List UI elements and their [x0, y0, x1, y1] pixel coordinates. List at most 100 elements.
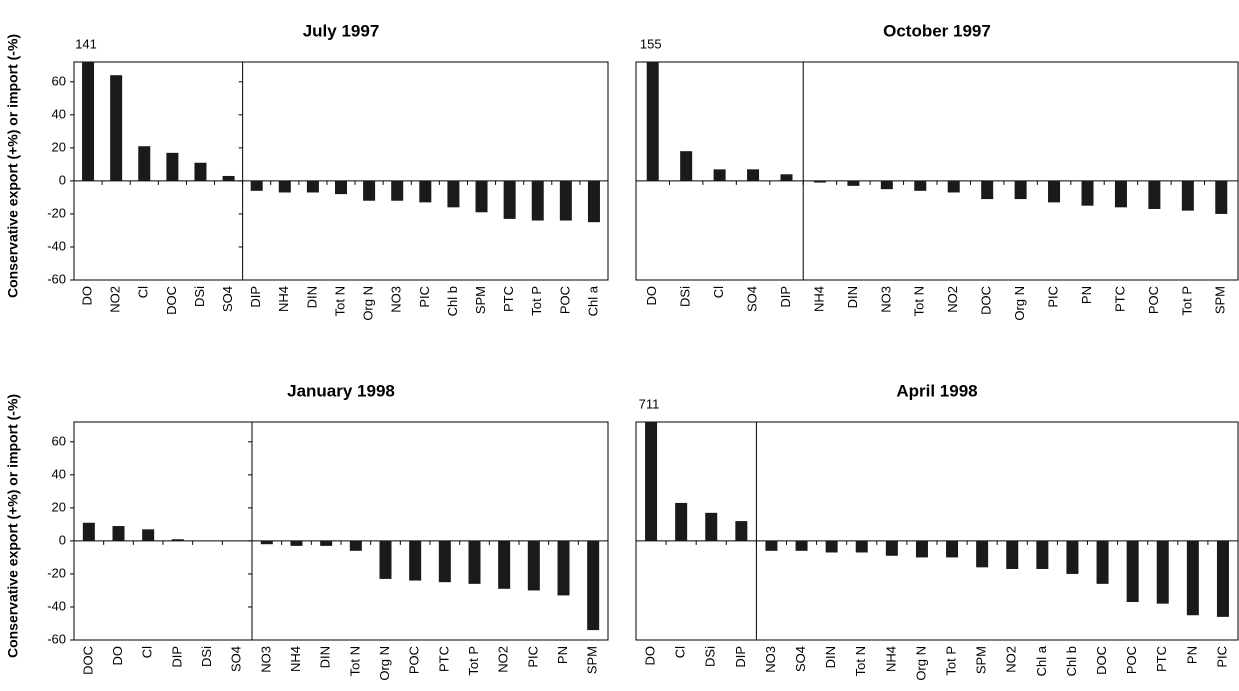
x-tick-label: NO2	[945, 286, 960, 313]
x-tick-label: PTC	[436, 646, 451, 672]
x-tick-label: DOC	[80, 646, 95, 675]
x-tick-label: POC	[557, 286, 572, 314]
bar	[166, 152, 179, 181]
y-tick-label: 60	[52, 433, 66, 448]
bar	[1148, 180, 1161, 209]
x-tick-label: Tot N	[332, 286, 347, 316]
chart-title: April 1998	[896, 381, 977, 400]
bar	[138, 146, 151, 181]
bar	[527, 540, 540, 591]
bar	[976, 540, 989, 568]
chart-panel: July 1997 Conservative export (+%) or imp…	[5, 21, 609, 321]
x-tick-label: PTC	[1154, 646, 1169, 672]
y-tick-label: -40	[47, 598, 66, 613]
x-tick-label: Chl a	[585, 285, 600, 316]
bar	[278, 180, 291, 193]
value-label: 155	[640, 36, 662, 51]
x-tick-label: SPM	[974, 646, 989, 674]
x-tick-label: PIC	[525, 646, 540, 668]
x-tick-label: DOC	[1094, 646, 1109, 675]
bar	[1181, 180, 1194, 211]
bar	[222, 175, 235, 181]
y-axis-label: Conservative export (+%) or import (-%)	[5, 394, 21, 658]
chart-panel: October 1997 155 DO DSi Cl SO4 DIP NH4 DIN NO3 Tot…	[635, 21, 1239, 321]
x-tick-label: Chl b	[445, 286, 460, 316]
x-tick-label: DIP	[248, 286, 263, 308]
chart-title: July 1997	[303, 21, 380, 40]
bar	[680, 151, 693, 181]
x-tick-label: DIN	[318, 646, 333, 668]
x-tick-label: NH4	[883, 646, 898, 672]
x-tick-label: SPM	[1213, 286, 1228, 314]
x-tick-label: Chl b	[1064, 646, 1079, 676]
bar	[735, 521, 748, 541]
x-tick-label: Org N	[1012, 286, 1027, 321]
x-tick-label: NO3	[258, 646, 273, 673]
x-tick-label: PN	[555, 646, 570, 664]
x-tick-label: SO4	[220, 286, 235, 312]
x-tick-label: DO	[79, 286, 94, 306]
bar	[447, 180, 460, 208]
x-tick-label: PIC	[1045, 286, 1060, 308]
x-tick-label: NO3	[878, 286, 893, 313]
bar	[391, 180, 404, 201]
x-tick-label: SO4	[229, 646, 244, 672]
x-tick-label: DSi	[192, 286, 207, 307]
bar	[557, 540, 570, 596]
bar	[260, 540, 273, 545]
plot-frame	[635, 421, 1239, 641]
plot-frame	[73, 421, 609, 641]
bar	[531, 180, 544, 221]
bar	[498, 540, 511, 589]
bar	[475, 180, 488, 213]
bar	[747, 169, 760, 181]
bar	[765, 540, 778, 551]
value-label: 141	[75, 36, 97, 51]
chart-panel: April 1998 711 DO Cl DSi DIP NO3 SO4 DIN Tot N NH4…	[635, 381, 1239, 681]
y-tick-label: 60	[52, 73, 66, 88]
bar	[855, 540, 868, 553]
x-tick-label: NH4	[276, 286, 291, 312]
bar	[675, 502, 688, 541]
bar	[142, 529, 155, 541]
x-tick-label: DIN	[845, 286, 860, 308]
x-tick-label: DIN	[823, 646, 838, 668]
x-tick-label: POC	[407, 646, 422, 674]
bar	[713, 169, 726, 181]
x-tick-label: NO3	[389, 286, 404, 313]
bar	[112, 526, 125, 541]
bar	[306, 180, 319, 193]
bar	[503, 180, 516, 219]
bars	[645, 422, 1229, 617]
bar	[813, 180, 826, 183]
bar	[1081, 180, 1094, 206]
x-tick-label: Cl	[136, 286, 151, 298]
x-tick-label: DOC	[979, 286, 994, 315]
y-tick-label: -20	[47, 565, 66, 580]
x-tick-label: DIP	[169, 646, 184, 668]
x-tick-label: PIC	[417, 286, 432, 308]
bar	[363, 180, 376, 201]
bar	[1036, 540, 1049, 569]
x-tick-label: POC	[1146, 286, 1161, 314]
x-tick-label: PTC	[1112, 286, 1127, 312]
chart-panel: January 1998 Conservative export (+%) or …	[5, 381, 609, 681]
bar	[880, 180, 893, 190]
x-tick-label: DSi	[199, 646, 214, 667]
bar	[1215, 180, 1228, 214]
x-tick-label: Tot P	[529, 286, 544, 316]
x-tick-label: PN	[1079, 286, 1094, 304]
y-tick-label: 20	[52, 499, 66, 514]
bar	[587, 540, 600, 631]
bar	[1126, 540, 1139, 603]
x-tick-label: Tot N	[912, 286, 927, 316]
x-tick-label: DO	[110, 646, 125, 666]
x-tick-label: DIN	[304, 286, 319, 308]
x-tick-label: POC	[1124, 646, 1139, 674]
y-tick-label: -40	[47, 238, 66, 253]
x-tick-label: NO2	[108, 286, 123, 313]
x-tick-label: PIC	[1214, 646, 1229, 668]
chart-title: January 1998	[287, 381, 395, 400]
bar	[82, 62, 95, 181]
